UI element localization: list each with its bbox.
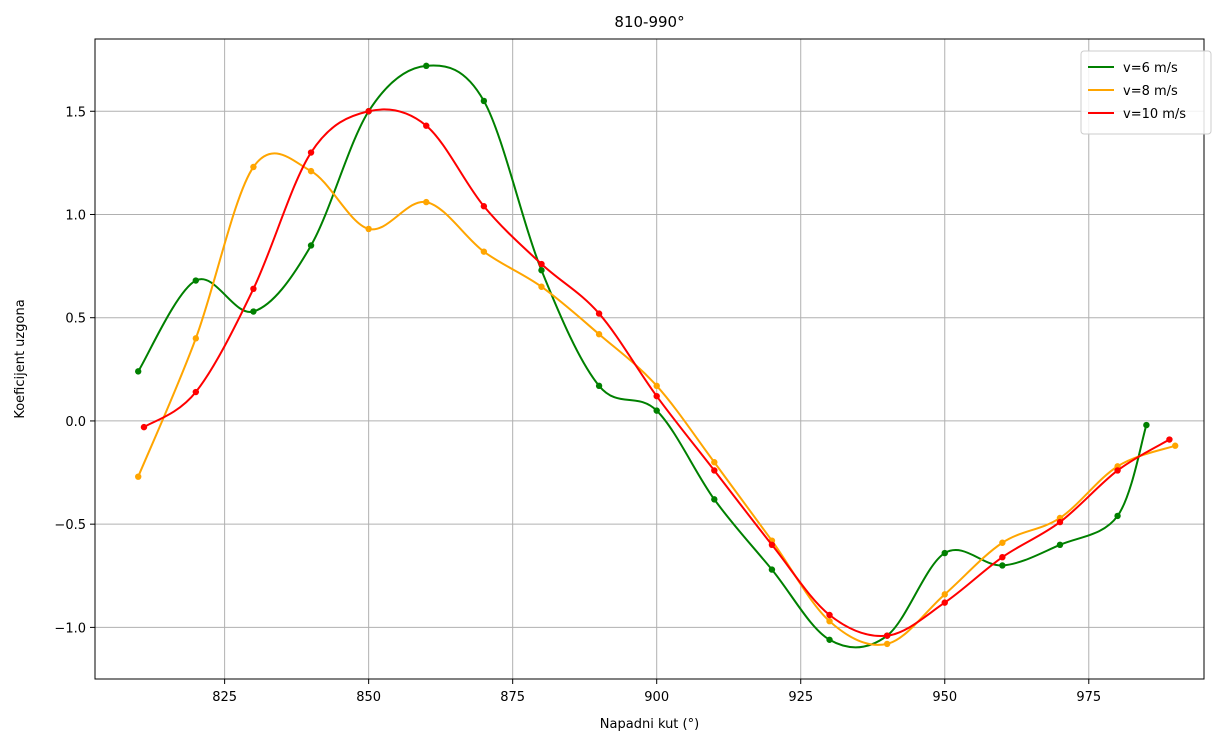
data-point: [135, 368, 142, 375]
x-tick-label: 825: [212, 690, 237, 705]
data-point: [999, 562, 1006, 569]
legend: v=6 m/s v=8 m/s v=10 m/s: [1080, 50, 1212, 135]
y-tick-label: 0.5: [65, 312, 86, 327]
data-point: [768, 541, 776, 549]
data-point: [941, 549, 948, 557]
data-point: [365, 225, 372, 233]
data-point: [826, 611, 833, 619]
data-point: [883, 632, 891, 639]
data-point: [1143, 421, 1150, 429]
data-point: [653, 407, 660, 414]
data-point: [480, 203, 488, 210]
data-point: [307, 167, 315, 175]
data-point: [480, 248, 488, 255]
chart-title: 810-990°: [614, 13, 684, 31]
data-point: [653, 392, 660, 400]
data-point: [595, 310, 603, 317]
legend-label: v=10 m/s: [1123, 107, 1186, 122]
data-point: [538, 283, 545, 290]
data-point: [250, 163, 257, 171]
y-axis-title: Koeficijent uzgona: [13, 299, 28, 418]
y-tick-label: 0.0: [65, 415, 86, 430]
data-point: [192, 277, 200, 284]
data-point: [140, 423, 148, 431]
plot-frame: [94, 38, 1205, 680]
data-point: [941, 591, 948, 598]
y-tick-label: 1.5: [65, 105, 86, 120]
data-point: [711, 459, 718, 466]
series-layer: [135, 62, 1179, 649]
data-point: [883, 640, 891, 648]
data-point: [711, 496, 718, 503]
x-axis-ticks: 825 850 875 900 925 950 975: [212, 679, 1101, 705]
data-point: [250, 308, 257, 315]
data-point: [595, 382, 603, 390]
data-point: [826, 636, 833, 643]
data-point: [192, 388, 200, 396]
series-line: [143, 108, 1170, 637]
series-3: [140, 108, 1173, 639]
legend-label: v=8 m/s: [1123, 84, 1178, 99]
data-point: [595, 331, 603, 338]
series-line: [137, 64, 1148, 649]
y-tick-label: −0.5: [54, 518, 86, 533]
data-point: [1056, 541, 1064, 549]
data-point: [941, 599, 948, 606]
legend-label: v=6 m/s: [1123, 61, 1178, 76]
data-point: [999, 553, 1006, 561]
data-point: [538, 260, 545, 268]
data-point: [307, 149, 315, 156]
data-point: [192, 335, 200, 342]
series-1: [135, 62, 1150, 649]
data-point: [538, 267, 545, 274]
x-tick-label: 975: [1076, 690, 1101, 705]
y-tick-label: −1.0: [54, 621, 86, 636]
data-point: [826, 617, 833, 625]
y-tick-label: 1.0: [65, 208, 86, 223]
data-point: [423, 122, 430, 129]
data-point: [1056, 518, 1064, 526]
data-point: [1171, 442, 1179, 449]
data-point: [423, 62, 430, 70]
data-point: [711, 467, 718, 474]
data-point: [1114, 512, 1121, 520]
data-point: [135, 473, 142, 480]
data-point: [653, 382, 660, 390]
x-tick-label: 850: [356, 690, 381, 705]
data-point: [999, 539, 1006, 546]
grid-lines: [95, 39, 1204, 679]
data-point: [1166, 436, 1173, 443]
data-point: [423, 198, 430, 206]
data-point: [768, 566, 776, 573]
data-point: [365, 108, 372, 115]
x-tick-label: 900: [644, 690, 669, 705]
data-point: [250, 285, 257, 293]
x-axis-title: Napadni kut (°): [600, 717, 699, 732]
y-axis-ticks: −1.0 −0.5 0.0 0.5 1.0 1.5: [54, 105, 95, 636]
data-point: [307, 242, 315, 249]
x-tick-label: 875: [500, 690, 525, 705]
data-point: [1114, 467, 1121, 474]
data-point: [480, 97, 488, 105]
x-tick-label: 950: [932, 690, 957, 705]
x-tick-label: 925: [788, 690, 813, 705]
